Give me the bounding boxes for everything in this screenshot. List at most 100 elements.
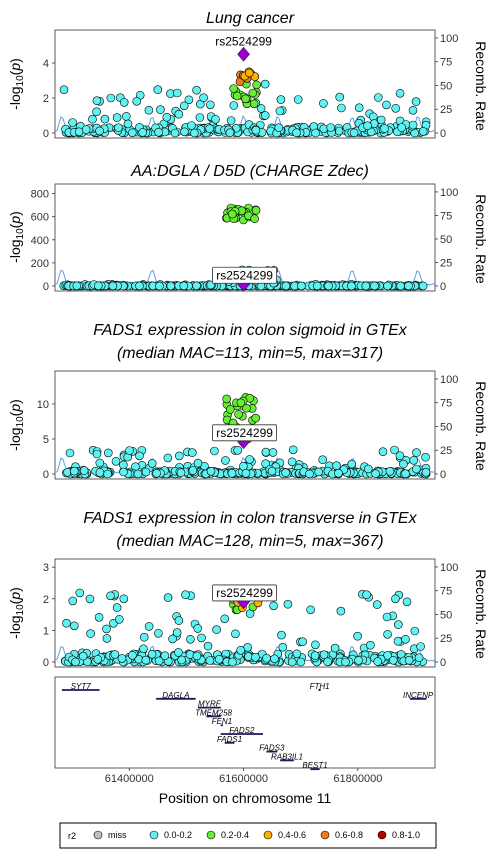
snp-point	[112, 113, 122, 122]
snp-point	[71, 657, 80, 667]
snp-point	[281, 281, 291, 291]
snp-point	[94, 612, 104, 622]
snp-point	[311, 128, 320, 138]
snp-point	[312, 281, 322, 291]
legend-label: 0.8-1.0	[392, 830, 420, 840]
snp-point	[226, 116, 236, 125]
snp-point	[138, 128, 147, 137]
snp-point	[94, 281, 103, 291]
snp-point	[206, 100, 215, 110]
legend-swatch	[263, 830, 273, 840]
snp-point	[192, 651, 202, 661]
snp-point	[390, 445, 399, 455]
snp-point	[162, 112, 172, 122]
snp-point	[241, 468, 251, 478]
snp-point	[326, 123, 336, 132]
snp-point	[323, 657, 332, 667]
snp-point	[330, 643, 340, 653]
snp-point	[68, 118, 77, 127]
y2-tick-label: 100	[440, 33, 458, 45]
snp-point	[93, 654, 103, 664]
snp-point	[114, 123, 123, 132]
lead-snp-label-box	[212, 424, 277, 442]
snp-point	[414, 653, 424, 663]
snp-point	[92, 96, 102, 105]
y2-tick-label: 75	[440, 210, 452, 222]
panel2-ylabel: -log10(p)	[7, 211, 26, 263]
snp-point	[205, 124, 214, 133]
snp-point	[144, 105, 154, 115]
snp-point	[353, 631, 362, 641]
snp-point	[188, 466, 198, 475]
snp-point	[92, 449, 102, 459]
snp-point	[233, 445, 242, 455]
snp-point	[383, 281, 392, 291]
snp-point	[391, 104, 401, 113]
snp-point	[88, 114, 97, 124]
snp-point	[411, 464, 421, 474]
snp-point	[319, 650, 329, 660]
snp-point	[172, 88, 182, 98]
snp-point	[371, 469, 380, 479]
snp-point	[242, 403, 251, 413]
snp-point	[160, 651, 170, 661]
y2-tick-label: 0	[440, 128, 446, 140]
y-tick-label: 0	[43, 657, 49, 669]
snp-point	[68, 596, 78, 606]
panel1-ylabel-right: Recomb. Rate	[473, 41, 489, 131]
snp-point	[409, 455, 419, 465]
snp-point	[132, 97, 141, 106]
snp-point	[181, 590, 190, 600]
snp-point	[197, 633, 206, 643]
snp-point	[75, 588, 85, 598]
snp-point	[324, 281, 333, 291]
snp-point	[163, 453, 173, 463]
snp-point	[228, 209, 237, 219]
snp-point	[370, 281, 379, 291]
snp-point	[385, 466, 395, 476]
snp-point	[147, 459, 157, 468]
snp-point	[408, 106, 418, 115]
gene-label: FADS2	[229, 726, 255, 735]
snp-point	[410, 626, 420, 636]
legend-swatch	[377, 830, 387, 840]
snp-point	[267, 466, 277, 476]
snp-point	[222, 394, 231, 404]
panel3-ylabel-right: Recomb. Rate	[473, 381, 489, 471]
snp-point	[123, 119, 133, 129]
y2-tick-label: 25	[440, 257, 452, 269]
snp-point	[334, 126, 344, 136]
snp-point	[156, 105, 165, 114]
gene-label: FTH1	[310, 682, 330, 691]
snp-point	[128, 128, 137, 138]
snp-point	[190, 128, 199, 138]
snp-point	[193, 624, 202, 633]
snp-point	[95, 126, 104, 136]
snp-point	[192, 85, 201, 95]
y2-tick-label: 50	[440, 234, 452, 246]
y-tick-label: 2	[43, 93, 49, 105]
snp-point	[154, 628, 163, 638]
snp-point	[297, 281, 306, 291]
legend-label: 0.0-0.2	[164, 830, 192, 840]
snp-point	[278, 642, 288, 652]
snp-point	[70, 621, 79, 631]
snp-point	[337, 103, 346, 113]
snp-point	[226, 405, 235, 414]
snp-point	[391, 594, 400, 604]
gene-label: RAB3IL1	[271, 752, 303, 761]
snp-point	[260, 79, 270, 89]
snp-point	[281, 468, 290, 478]
snp-point	[421, 467, 431, 477]
snp-point	[229, 101, 239, 110]
snp-point	[397, 123, 407, 132]
snp-point	[314, 467, 324, 477]
panel3-ylabel: -log10(p)	[7, 399, 26, 451]
snp-point	[293, 95, 303, 104]
panel3-subtitle: (median MAC=113, min=5, max=317)	[117, 345, 383, 362]
snp-point	[362, 590, 371, 600]
snp-point	[119, 98, 129, 107]
snp-point	[269, 601, 278, 611]
panel3-frame	[54, 370, 436, 480]
